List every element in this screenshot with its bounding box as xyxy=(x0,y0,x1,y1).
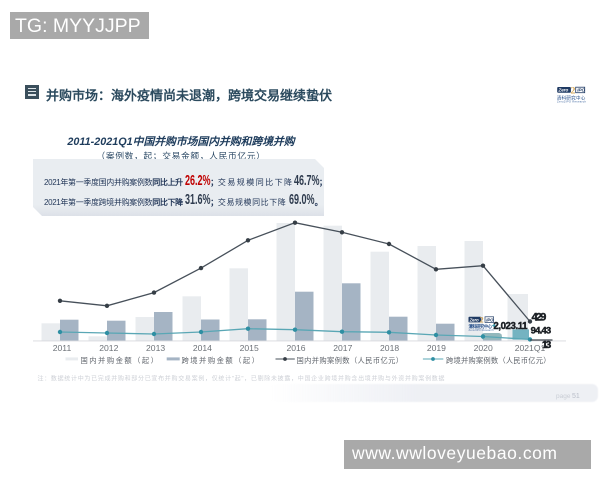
svg-text:IPO: IPO xyxy=(577,88,585,93)
svg-text:2: 2 xyxy=(480,316,484,325)
svg-text:Zero: Zero xyxy=(557,88,568,93)
svg-text:2017: 2017 xyxy=(333,343,352,353)
svg-text:13: 13 xyxy=(542,340,552,351)
svg-text:page: page xyxy=(556,393,571,400)
svg-text:429: 429 xyxy=(532,312,547,324)
svg-text:Zero2IPO Research: Zero2IPO Research xyxy=(469,328,495,332)
svg-text:Zero: Zero xyxy=(469,317,480,322)
svg-text:2015: 2015 xyxy=(240,343,259,353)
svg-text:2018: 2018 xyxy=(380,343,399,353)
svg-text:国内并购案例数（人民币亿元）: 国内并购案例数（人民币亿元） xyxy=(297,356,404,365)
svg-text:2011: 2011 xyxy=(53,343,72,353)
svg-text:2014: 2014 xyxy=(193,343,212,353)
svg-text:注：数据统计中为已完成并购和部分已宣布并购交易案例，仅统计": 注：数据统计中为已完成并购和部分已宣布并购交易案例，仅统计"起"，已剔除未披露，… xyxy=(38,375,445,383)
svg-text:IPO: IPO xyxy=(486,317,494,322)
svg-text:2020: 2020 xyxy=(474,343,493,353)
svg-text:国内并购金额（起）: 国内并购金额（起） xyxy=(81,356,159,365)
svg-text:2,023.11: 2,023.11 xyxy=(493,321,528,332)
svg-text:51: 51 xyxy=(572,393,580,400)
svg-text:Zero2IPO Research: Zero2IPO Research xyxy=(557,100,586,104)
svg-text:2013: 2013 xyxy=(146,343,165,353)
svg-text:2016: 2016 xyxy=(286,343,305,353)
svg-text:跨境并购金额（起）: 跨境并购金额（起） xyxy=(182,356,260,365)
svg-text:2021Q1: 2021Q1 xyxy=(515,343,546,353)
svg-text:2: 2 xyxy=(571,86,576,97)
svg-text:2019: 2019 xyxy=(427,343,446,353)
svg-text:清科研究中心: 清科研究中心 xyxy=(557,94,586,101)
svg-text:94.43: 94.43 xyxy=(531,325,552,336)
svg-text:跨境并购案例数（人民币亿元）: 跨境并购案例数（人民币亿元） xyxy=(446,356,551,365)
svg-text:2012: 2012 xyxy=(99,343,118,353)
svg-text:清科研究中心: 清科研究中心 xyxy=(469,323,493,330)
